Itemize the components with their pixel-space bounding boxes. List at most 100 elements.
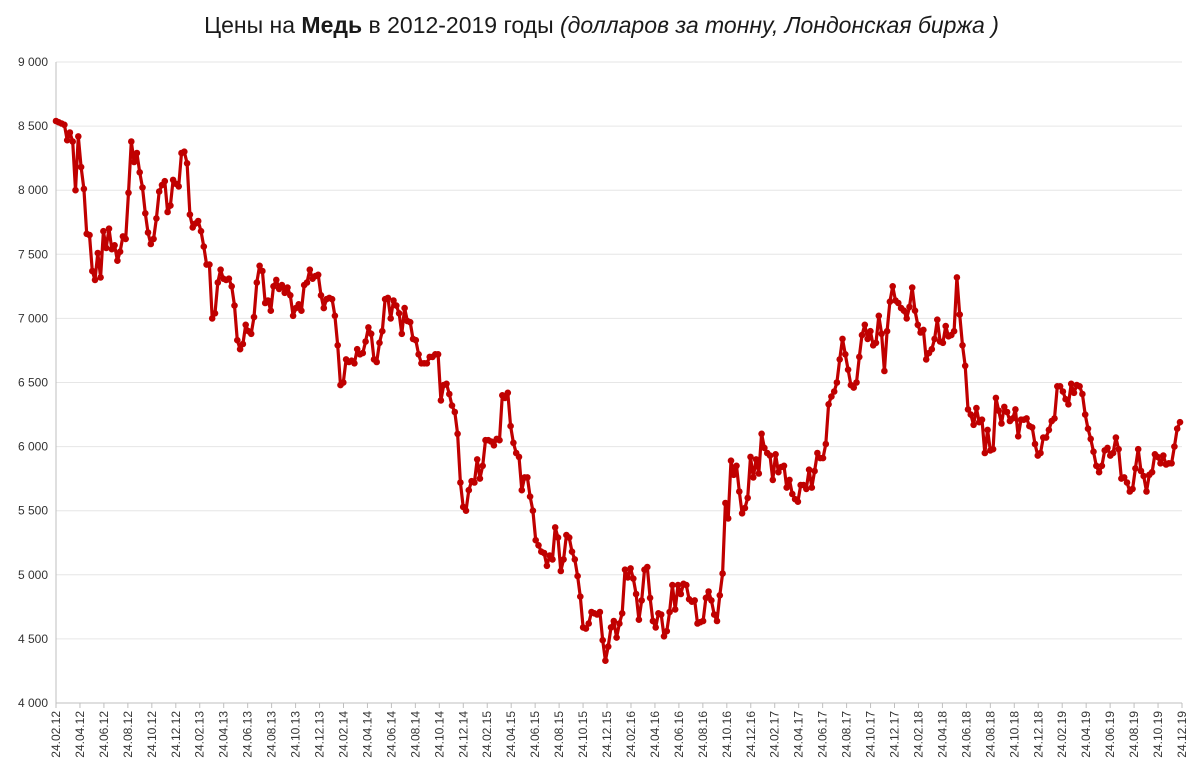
data-point [1042, 434, 1050, 441]
data-point [646, 594, 654, 602]
x-tick-label: 24.04.17 [792, 711, 806, 758]
data-point [719, 570, 726, 577]
data-point [953, 274, 961, 281]
data-point [446, 390, 453, 398]
data-point [853, 379, 860, 386]
data-point [136, 169, 143, 176]
data-point [393, 302, 400, 309]
data-point [63, 136, 71, 144]
data-point [1014, 433, 1022, 440]
data-point [423, 360, 431, 367]
data-point [702, 594, 710, 602]
data-point [889, 283, 896, 290]
data-point [850, 384, 857, 391]
data-point [175, 183, 182, 190]
data-point [155, 188, 163, 195]
data-point [914, 321, 922, 329]
data-point [250, 313, 258, 321]
data-point [805, 466, 813, 474]
data-point [819, 454, 827, 462]
data-point [867, 327, 874, 335]
data-point [314, 271, 322, 279]
x-tick-label: 24.04.12 [73, 711, 87, 758]
data-point [652, 624, 659, 631]
data-point [864, 335, 871, 343]
data-point [582, 625, 590, 632]
data-point [1037, 449, 1044, 457]
data-point [1140, 472, 1147, 480]
data-point [365, 324, 372, 331]
y-tick-label: 5 000 [18, 568, 48, 582]
data-point [733, 462, 740, 470]
data-point [1081, 411, 1089, 418]
data-point [289, 312, 297, 320]
data-point [434, 351, 442, 358]
data-point [549, 556, 556, 563]
data-point [1079, 390, 1086, 398]
data-point [780, 462, 788, 470]
data-point [359, 349, 367, 357]
data-point [1109, 449, 1117, 457]
x-tick-label: 24.02.17 [768, 711, 782, 758]
data-point [786, 476, 793, 484]
x-tick-label: 24.04.16 [648, 711, 662, 758]
x-tick-label: 24.02.18 [911, 711, 925, 758]
data-point [881, 367, 888, 375]
data-point [970, 421, 977, 429]
data-point [479, 462, 487, 470]
data-point [775, 468, 782, 476]
x-tick-label: 24.02.16 [624, 711, 638, 758]
data-point [295, 301, 303, 308]
data-point [883, 327, 891, 335]
data-point [331, 312, 339, 320]
data-point [317, 292, 325, 299]
data-point [515, 453, 523, 461]
data-point [281, 289, 289, 297]
x-tick-label: 24.06.15 [528, 711, 542, 758]
data-point [669, 581, 676, 589]
data-point [1087, 435, 1094, 443]
x-tick-label: 24.12.14 [456, 711, 470, 758]
data-point [998, 420, 1005, 427]
data-point [476, 475, 484, 482]
data-point [607, 624, 615, 631]
x-tick-label: 24.02.15 [480, 711, 494, 758]
data-point [61, 121, 68, 129]
data-point [125, 189, 132, 197]
data-point [75, 133, 82, 140]
data-point [674, 581, 682, 589]
data-point [214, 279, 222, 286]
data-point [830, 388, 838, 395]
data-point [334, 342, 342, 349]
x-tick-label: 24.08.16 [696, 711, 710, 758]
data-point [908, 284, 916, 291]
x-tick-label: 24.12.17 [888, 711, 902, 758]
data-point [253, 279, 261, 286]
x-tick-label: 24.10.15 [576, 711, 590, 758]
data-point [128, 138, 135, 145]
data-point [730, 471, 737, 479]
data-point [211, 310, 219, 317]
data-point [875, 312, 883, 320]
data-point [94, 249, 102, 257]
data-point [1095, 468, 1103, 476]
data-point [390, 297, 397, 304]
data-point [557, 567, 565, 575]
x-tick-label: 24.08.12 [121, 711, 135, 758]
data-point [153, 215, 160, 222]
data-point [239, 340, 247, 348]
data-point [225, 275, 233, 283]
data-point [772, 451, 779, 458]
data-point [186, 211, 194, 218]
data-point [200, 243, 208, 250]
data-point [978, 416, 986, 424]
data-point [750, 474, 757, 481]
data-point [705, 588, 712, 595]
data-point [596, 608, 604, 616]
data-point [794, 498, 802, 506]
data-point [638, 597, 645, 604]
x-tick-label: 24.08.15 [552, 711, 566, 758]
data-point [920, 326, 927, 334]
x-tick-label: 24.04.14 [360, 711, 374, 758]
data-point [1059, 388, 1067, 395]
